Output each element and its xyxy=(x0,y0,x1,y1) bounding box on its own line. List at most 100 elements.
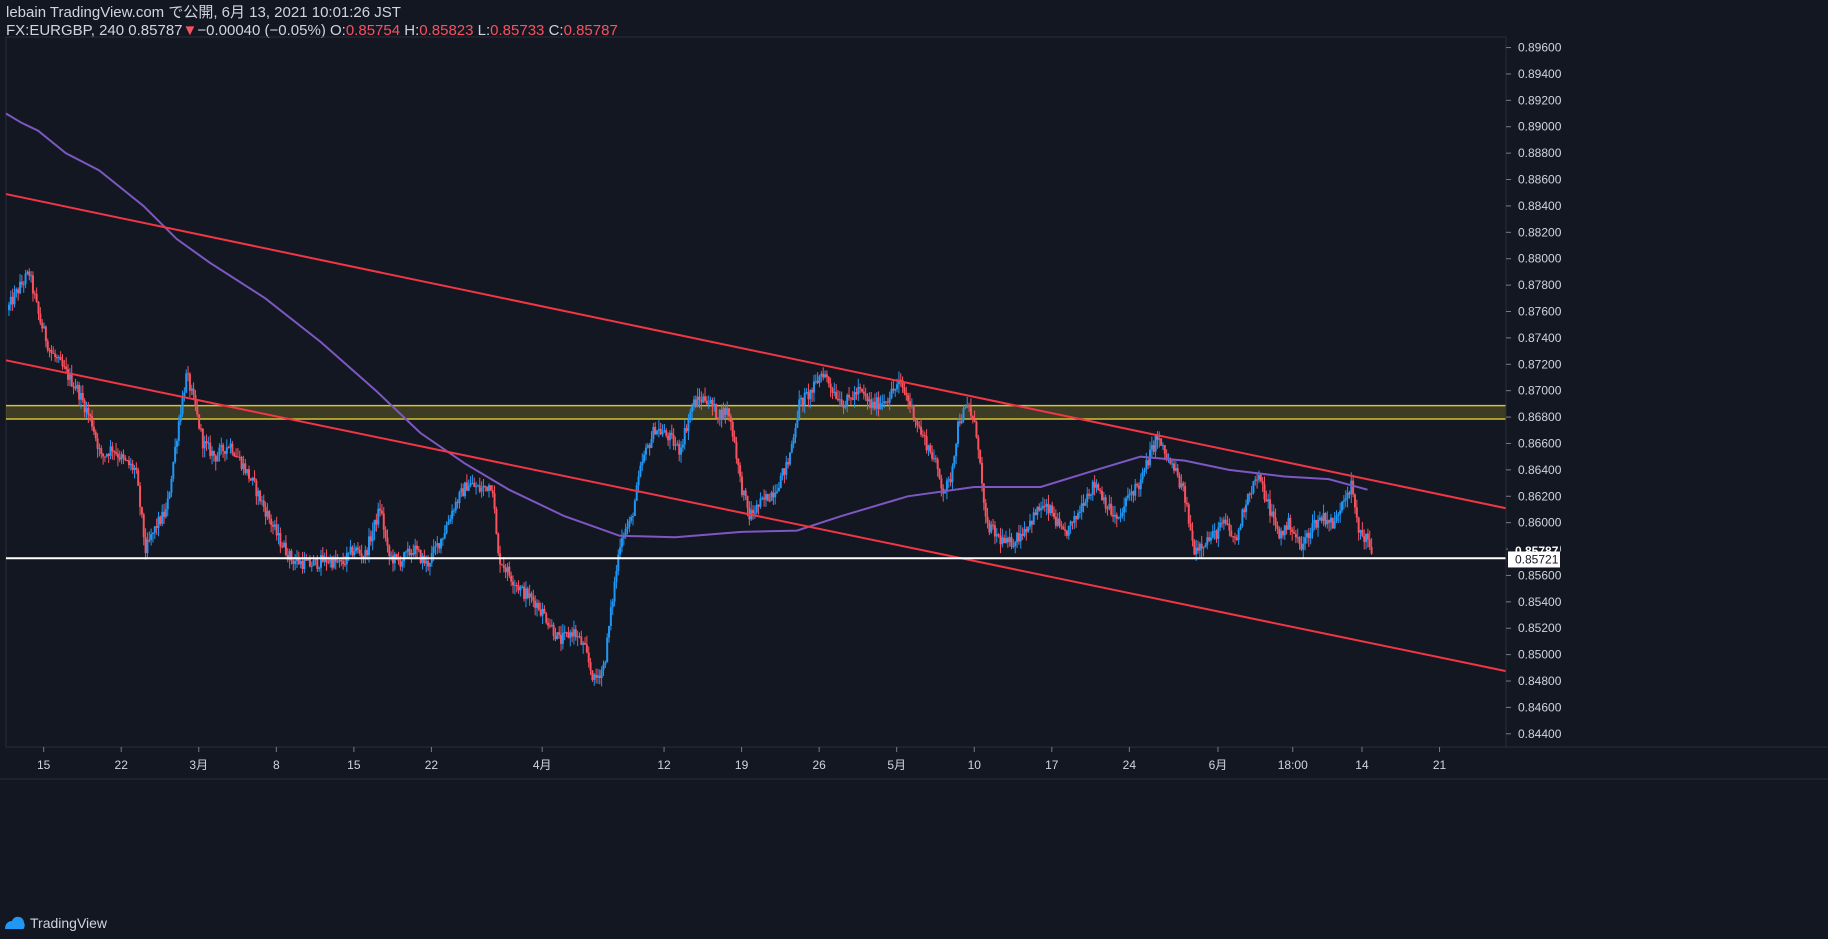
candle-body xyxy=(185,373,188,393)
candle-body xyxy=(495,508,498,534)
candle-body xyxy=(737,458,740,466)
candle-body xyxy=(308,558,311,567)
candle-body xyxy=(100,448,103,455)
candle-body xyxy=(427,560,430,567)
candle-body xyxy=(96,438,99,449)
candle-body xyxy=(1311,523,1314,533)
candle-body xyxy=(1342,500,1345,502)
candle-body xyxy=(1366,533,1369,540)
candle-body xyxy=(283,542,286,548)
candle-body xyxy=(580,636,583,645)
y-tick-label: 0.87600 xyxy=(1518,304,1562,318)
candle-body xyxy=(537,602,540,610)
candle-body xyxy=(646,445,649,448)
candle-body xyxy=(1261,481,1264,485)
candle-body xyxy=(966,405,969,408)
candle-body xyxy=(829,383,832,389)
candle-body xyxy=(639,465,642,477)
candle-body xyxy=(423,555,426,564)
candle-body xyxy=(1348,492,1351,495)
candle-body xyxy=(982,483,985,503)
candle-body xyxy=(1328,520,1331,523)
candle-body xyxy=(905,392,908,396)
candle-body xyxy=(1128,493,1131,496)
candle-body xyxy=(220,444,223,448)
candle-body xyxy=(1206,537,1209,546)
candle-body xyxy=(279,532,282,547)
candle-body xyxy=(513,584,516,586)
candle-body xyxy=(1053,512,1056,517)
candle-body xyxy=(1049,505,1052,514)
moving-average-line[interactable] xyxy=(5,112,1368,539)
candle-body xyxy=(702,396,705,403)
candle-body xyxy=(1032,512,1035,525)
candle-body xyxy=(608,625,611,638)
candle-body xyxy=(1278,528,1281,539)
candle-body xyxy=(868,399,871,402)
candle-body xyxy=(560,634,563,644)
candle-body xyxy=(98,448,101,450)
candle-body xyxy=(1136,483,1139,486)
candle-body xyxy=(1235,537,1238,541)
candle-body xyxy=(493,493,496,509)
candle-body xyxy=(312,559,315,566)
candle-body xyxy=(807,392,810,400)
candle-body xyxy=(1365,533,1368,543)
candle-body xyxy=(1187,504,1190,524)
candle-body xyxy=(159,516,162,524)
candle-body xyxy=(1025,529,1028,532)
candle-body xyxy=(139,485,142,507)
candle-body xyxy=(1208,537,1211,541)
candle-body xyxy=(1189,523,1192,531)
candle-body xyxy=(247,469,250,479)
candle-body xyxy=(1200,543,1203,549)
upper-trendline[interactable] xyxy=(5,193,1507,510)
x-tick-label: 18:00 xyxy=(1278,758,1308,772)
candle-body xyxy=(205,441,208,444)
candle-body xyxy=(715,403,718,419)
candle-body xyxy=(480,487,483,492)
candle-body xyxy=(231,443,234,454)
candle-body xyxy=(436,543,439,546)
candle-body xyxy=(757,504,760,507)
lower-trendline[interactable] xyxy=(5,359,1507,673)
trend-lines[interactable] xyxy=(5,193,1507,673)
candle-body xyxy=(146,539,149,554)
candle-body xyxy=(827,377,830,384)
candle-body xyxy=(794,427,797,438)
candle-body xyxy=(199,428,202,430)
candle-body xyxy=(595,674,598,678)
candle-body xyxy=(87,408,90,415)
candle-body xyxy=(979,449,982,463)
symbol-label[interactable]: FX:EURGBP, 240 xyxy=(6,22,125,39)
y-tick-label: 0.88400 xyxy=(1518,199,1562,213)
candle-body xyxy=(425,560,428,564)
candle-body xyxy=(1294,533,1297,538)
candle-body xyxy=(1300,543,1303,550)
candle-body xyxy=(1080,503,1083,512)
candle-body xyxy=(1191,530,1194,541)
candle-body xyxy=(720,409,723,420)
candle-body xyxy=(83,400,86,413)
candle-body xyxy=(473,482,476,487)
candle-body xyxy=(1339,510,1342,515)
candle-body xyxy=(140,506,143,515)
resistance-zone[interactable] xyxy=(6,405,1506,420)
candle-body xyxy=(1335,515,1338,522)
candle-body xyxy=(855,392,858,395)
candle-body xyxy=(536,602,539,608)
candle-body xyxy=(620,538,623,548)
x-tick-label: 14 xyxy=(1355,758,1369,772)
candle-body xyxy=(960,420,963,424)
candle-body xyxy=(1108,503,1111,509)
candle-body xyxy=(177,421,180,441)
candle-body xyxy=(11,296,14,305)
candle-body xyxy=(236,456,239,458)
candle-body xyxy=(1065,530,1068,536)
candle-body xyxy=(1221,522,1224,524)
footer[interactable]: TradingView xyxy=(4,915,107,931)
candle-body xyxy=(530,593,533,597)
candle-body xyxy=(742,490,745,496)
candle-body xyxy=(940,478,943,489)
